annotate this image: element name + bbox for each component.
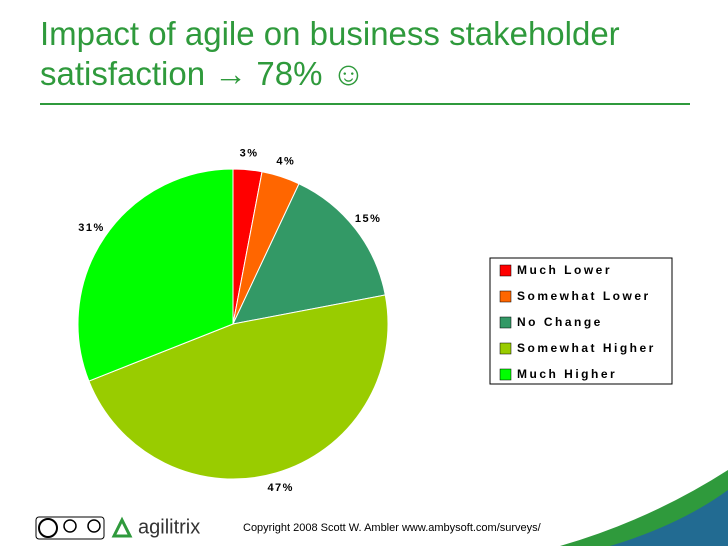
logo-text: agilitrix <box>138 516 200 538</box>
legend-swatch <box>499 264 512 277</box>
pie: 3% 4% 15% 47% 31% <box>77 148 389 494</box>
swoosh-blue <box>610 490 728 546</box>
data-label: 4% <box>276 155 295 167</box>
legend-box <box>489 257 673 385</box>
legend-label: Somewhat Lower <box>517 289 651 303</box>
data-label: 47% <box>267 482 294 494</box>
legend-label: No Change <box>517 315 603 329</box>
logo-icon <box>111 516 133 538</box>
legend-swatch <box>499 342 512 355</box>
pie-slice <box>232 183 386 325</box>
data-label: 15% <box>355 213 382 225</box>
copyright: Copyright 2008 Scott W. Ambler www.ambys… <box>243 522 542 534</box>
legend-label: Somewhat Higher <box>517 341 656 355</box>
chart-title: Impact of agile on business stakeholder … <box>40 15 620 92</box>
data-label: 3% <box>240 148 259 160</box>
legend-label: Much Lower <box>517 263 612 277</box>
pie-slice <box>88 294 389 480</box>
data-label: 31% <box>78 222 105 234</box>
legend: Much Lower Somewhat Lower No Change Somewha… <box>499 263 656 381</box>
legend-swatch <box>499 368 512 381</box>
legend-swatch <box>499 290 512 303</box>
legend-label: Much Higher <box>517 367 617 381</box>
title-box: Impact of agile on business stakeholder … <box>40 15 620 92</box>
legend-swatch <box>499 316 512 329</box>
cc-badge <box>35 516 105 540</box>
pie-slice <box>77 168 234 382</box>
